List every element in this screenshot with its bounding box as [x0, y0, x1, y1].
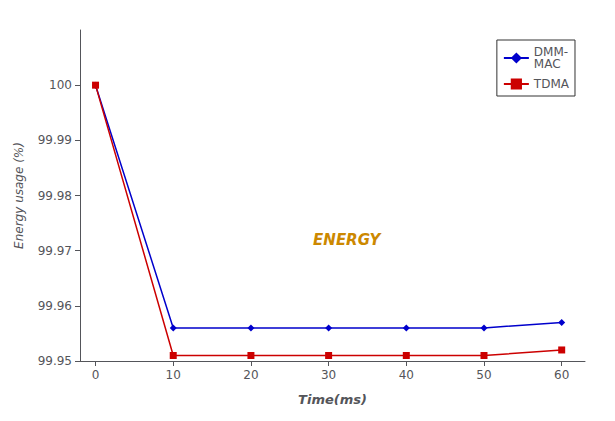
svg-text:TDMA: TDMA — [533, 77, 570, 91]
svg-text:99.99: 99.99 — [38, 133, 72, 147]
svg-text:MAC: MAC — [534, 57, 561, 71]
svg-text:99.98: 99.98 — [38, 189, 72, 203]
svg-text:100: 100 — [49, 78, 72, 92]
svg-text:99.97: 99.97 — [38, 244, 72, 258]
svg-text:Time(ms): Time(ms) — [298, 392, 367, 407]
svg-text:10: 10 — [166, 368, 181, 382]
svg-text:0: 0 — [92, 368, 100, 382]
svg-text:50: 50 — [476, 368, 491, 382]
svg-text:DMM-: DMM- — [533, 45, 569, 59]
svg-text:20: 20 — [243, 368, 258, 382]
svg-text:99.95: 99.95 — [38, 354, 72, 368]
svg-text:30: 30 — [321, 368, 336, 382]
svg-text:ENERGY: ENERGY — [313, 231, 382, 249]
svg-text:99.96: 99.96 — [38, 299, 72, 313]
svg-text:60: 60 — [554, 368, 569, 382]
svg-text:Energy usage (%): Energy usage (%) — [12, 142, 26, 249]
svg-text:40: 40 — [399, 368, 414, 382]
